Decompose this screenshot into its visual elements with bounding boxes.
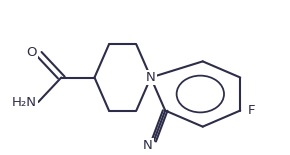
- Text: N: N: [146, 71, 156, 84]
- Text: F: F: [247, 104, 255, 117]
- Text: H₂N: H₂N: [12, 96, 37, 109]
- Text: O: O: [26, 46, 37, 59]
- Text: N: N: [143, 139, 153, 152]
